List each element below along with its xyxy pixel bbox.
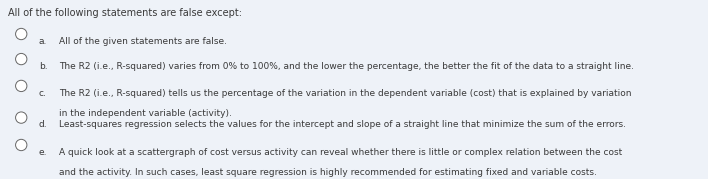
Text: All of the following statements are false except:: All of the following statements are fals… [8,8,243,18]
Text: in the independent variable (activity).: in the independent variable (activity). [59,109,232,118]
Text: The R2 (i.e., R-squared) tells us the percentage of the variation in the depende: The R2 (i.e., R-squared) tells us the pe… [59,89,632,98]
Text: All of the given statements are false.: All of the given statements are false. [59,37,227,46]
Text: e.: e. [39,148,47,157]
Ellipse shape [16,80,27,92]
Ellipse shape [16,112,27,123]
Text: Least-squares regression selects the values for the intercept and slope of a str: Least-squares regression selects the val… [59,120,626,129]
Text: b.: b. [39,62,47,71]
Text: d.: d. [39,120,47,129]
Ellipse shape [16,139,27,151]
Ellipse shape [16,28,27,40]
Text: and the activity. In such cases, least square regression is highly recommended f: and the activity. In such cases, least s… [59,168,597,177]
Text: c.: c. [39,89,47,98]
Text: A quick look at a scattergraph of cost versus activity can reveal whether there : A quick look at a scattergraph of cost v… [59,148,622,157]
Ellipse shape [16,53,27,65]
Text: The R2 (i.e., R-squared) varies from 0% to 100%, and the lower the percentage, t: The R2 (i.e., R-squared) varies from 0% … [59,62,634,71]
Text: a.: a. [39,37,47,46]
